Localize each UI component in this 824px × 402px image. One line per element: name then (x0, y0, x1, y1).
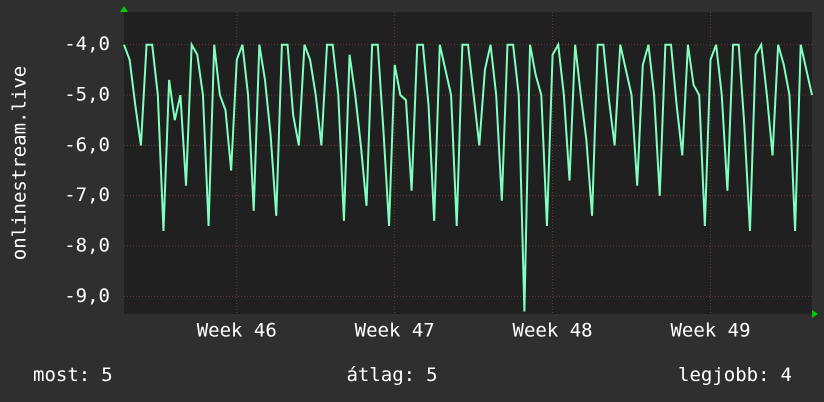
x-tick-label: Week 49 (670, 320, 750, 342)
y-tick-label: -7,0 (64, 184, 110, 206)
stat-value: 4 (781, 364, 792, 386)
footer: most: 5 átlag: 5 legjobb: 4 (33, 364, 792, 386)
x-tick-label: Week 46 (197, 320, 277, 342)
x-arrow (812, 310, 818, 318)
plot-area (124, 12, 812, 314)
stat-label: legjobb: (678, 364, 770, 386)
y-tick-label: -6,0 (64, 134, 110, 156)
stat-value: 5 (101, 364, 112, 386)
x-tick-label: Week 47 (355, 320, 435, 342)
footer-stat: legjobb: 4 (678, 364, 792, 386)
y-tick-label: -4,0 (64, 33, 110, 55)
stat-value: 5 (426, 364, 437, 386)
plot (123, 41, 813, 312)
y-axis-label: onlinestream.live (9, 66, 31, 260)
grid (124, 12, 812, 314)
stat-label: átlag: (346, 364, 415, 386)
y-tick-label: -9,0 (64, 285, 110, 307)
footer-stat: most: 5 (33, 364, 113, 386)
data-line (123, 41, 813, 312)
x-tick-label: Week 48 (513, 320, 593, 342)
footer-stat: átlag: 5 (346, 364, 437, 386)
y-tick-label: -5,0 (64, 84, 110, 106)
y-tick-label: -8,0 (64, 235, 110, 257)
stat-label: most: (33, 364, 90, 386)
y-arrow (120, 6, 128, 12)
